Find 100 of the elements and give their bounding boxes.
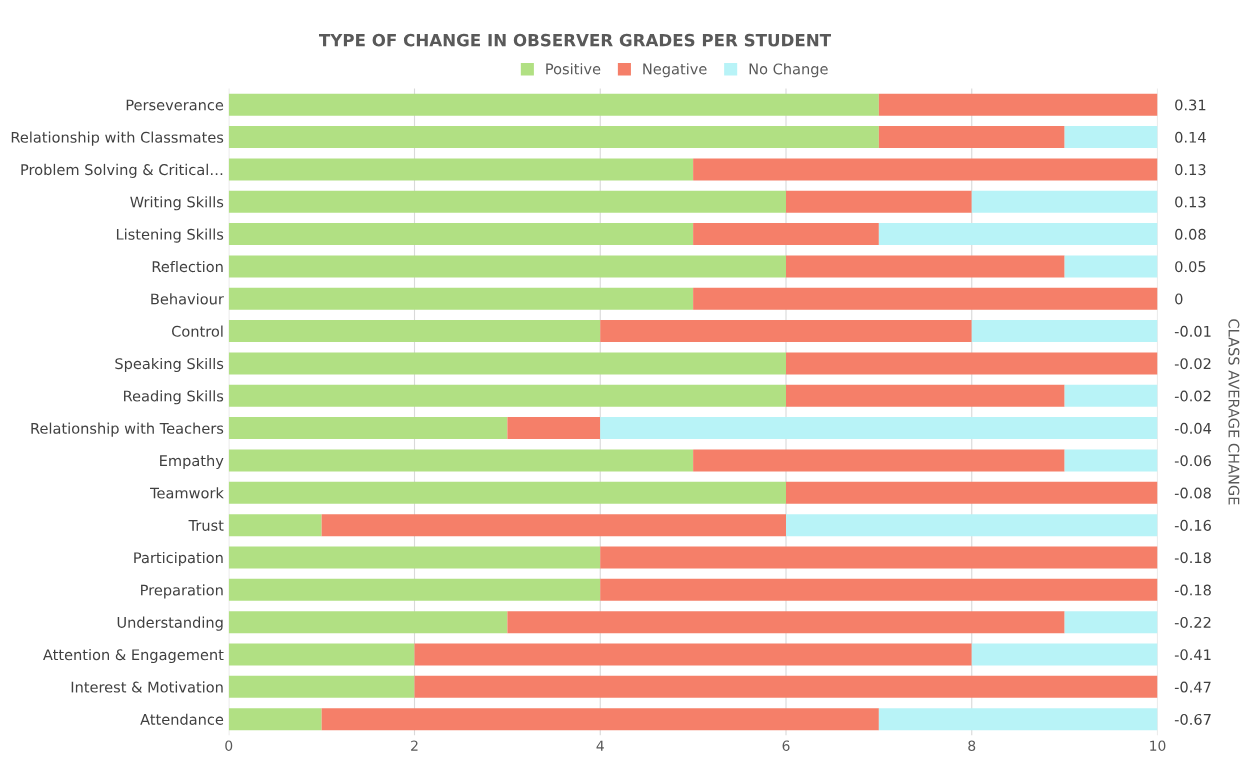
bar [971, 320, 1158, 343]
bar [786, 481, 1158, 504]
bar [1064, 255, 1158, 278]
bar [786, 190, 972, 213]
y-tick-label: Reading Skills [124, 390, 224, 405]
y2-tick-label: -0.02 [1174, 358, 1211, 370]
bar [507, 611, 1065, 634]
y-tick-label: Relationship with Teachers [31, 422, 224, 437]
legend-label: Negative [643, 63, 707, 78]
y-tick-label: Listening Skills [116, 228, 224, 243]
bar [1064, 611, 1158, 634]
bar [228, 287, 694, 310]
y-tick-label: Behaviour [151, 293, 224, 305]
y-tick-label: Trust [188, 520, 224, 531]
y-tick-label: Relationship with Classmates [11, 131, 224, 146]
y2-tick-label: -0.47 [1174, 681, 1211, 693]
legend-label: No Change [749, 63, 828, 78]
bar [228, 675, 415, 698]
bar [600, 320, 972, 343]
bar [600, 417, 1158, 440]
bar [228, 320, 601, 343]
y-tick-label: Empathy [160, 454, 224, 470]
y-tick-label: Teamwork [150, 487, 224, 499]
x-tick-label: 6 [782, 740, 790, 751]
y2-tick-label: 0.08 [1175, 228, 1206, 240]
bar [228, 93, 879, 116]
y2-tick-label: -0.02 [1174, 390, 1211, 402]
y2-axis-title: CLASS AVERAGE CHANGE [1228, 319, 1240, 505]
bar [878, 126, 1065, 149]
x-tick-label: 8 [968, 740, 976, 751]
bar [600, 578, 1158, 601]
bar [693, 287, 1158, 310]
bar [228, 255, 786, 278]
y2-tick-label: 0 [1175, 293, 1183, 305]
bar [228, 643, 415, 666]
y-tick-label: Speaking Skills [115, 357, 224, 373]
bar [228, 126, 879, 149]
y2-tick-label: -0.16 [1174, 519, 1211, 531]
y2-tick-label: 0.13 [1175, 164, 1206, 176]
bar [321, 514, 786, 537]
bar [228, 352, 786, 375]
y-tick-label: Writing Skills [130, 196, 224, 211]
bar [228, 223, 694, 246]
bar [228, 578, 601, 601]
y2-tick-label: 0.13 [1175, 196, 1206, 208]
y2-tick-label: -0.06 [1174, 455, 1211, 467]
bar [693, 158, 1158, 181]
bar [1064, 384, 1158, 407]
y2-tick-label: -0.08 [1174, 487, 1211, 499]
y-tick-label: Perseverance [126, 99, 224, 111]
x-tick-label: 10 [1150, 740, 1166, 751]
y-tick-label: Participation [134, 551, 223, 567]
x-tick-label: 2 [411, 740, 418, 751]
bar [321, 708, 879, 731]
chart-title: TYPE OF CHANGE IN OBSERVER GRADES PER STUDENT [318, 33, 831, 47]
bar [878, 223, 1158, 246]
bar [228, 481, 786, 504]
y-tick-label: Understanding [117, 616, 223, 631]
y-tick-label: Problem Solving & Critical… [21, 163, 223, 178]
y2-tick-label: -0.18 [1174, 584, 1211, 596]
bar [786, 514, 1158, 537]
bar [971, 643, 1158, 666]
bar [786, 384, 1065, 407]
y-tick-label: Interest & Motivation [71, 681, 223, 693]
bar [228, 190, 786, 213]
bar [693, 449, 1065, 472]
y2-tick-label: -0.04 [1174, 422, 1212, 434]
y-tick-label: Preparation [141, 584, 223, 599]
y-tick-label: Control [172, 325, 223, 337]
bar [786, 255, 1065, 278]
y-tick-label: Reflection [152, 260, 223, 273]
bar [228, 546, 601, 569]
bar [693, 223, 879, 246]
bar [507, 417, 601, 440]
bar [414, 643, 972, 666]
bar [971, 190, 1158, 213]
bar [600, 546, 1158, 569]
y2-tick-label: 0.31 [1175, 99, 1206, 111]
bar [228, 158, 694, 181]
y2-tick-label: -0.41 [1174, 649, 1211, 661]
y-tick-label: Attention & Engagement [43, 648, 224, 664]
bar [878, 93, 1158, 116]
bar [228, 417, 508, 440]
x-tick-label: 0 [225, 740, 233, 751]
bar [228, 384, 786, 407]
x-tick-label: 4 [596, 740, 604, 751]
y2-tick-label: 0.05 [1175, 261, 1206, 273]
y-tick-label: Attendance [140, 713, 224, 725]
bar [1064, 449, 1158, 472]
y2-tick-label: 0.14 [1175, 131, 1206, 143]
bar [228, 708, 322, 731]
bar [878, 708, 1158, 731]
bar [228, 611, 508, 634]
bar [228, 449, 694, 472]
legend-label: Positive [546, 63, 601, 75]
bar [786, 352, 1158, 375]
bar [228, 514, 322, 537]
bar [414, 675, 1158, 698]
bar [1064, 126, 1158, 149]
y2-tick-label: -0.18 [1174, 552, 1211, 564]
